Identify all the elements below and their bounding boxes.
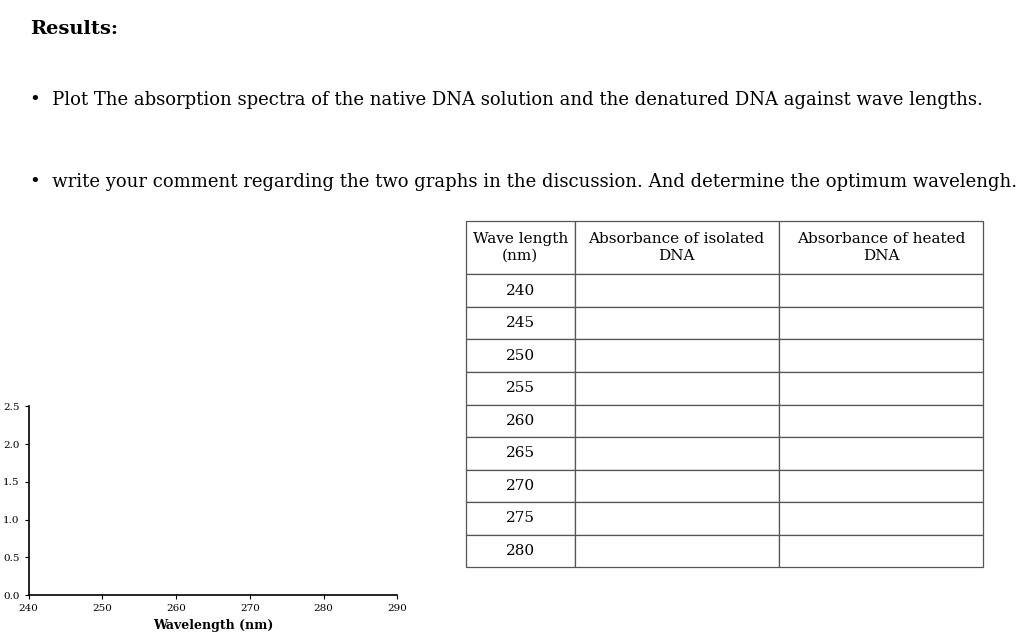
Bar bbox=[466, 307, 574, 339]
Bar bbox=[779, 470, 983, 502]
Text: 240: 240 bbox=[506, 284, 535, 298]
Bar bbox=[779, 437, 983, 470]
Text: 280: 280 bbox=[506, 544, 535, 558]
Text: •  Plot The absorption spectra of the native DNA solution and the denatured DNA : • Plot The absorption spectra of the nat… bbox=[30, 91, 983, 109]
Text: Wave length
(nm): Wave length (nm) bbox=[473, 232, 568, 262]
Text: 260: 260 bbox=[506, 414, 535, 428]
Bar bbox=[779, 372, 983, 404]
Bar bbox=[574, 502, 779, 534]
Bar bbox=[779, 404, 983, 437]
Text: 265: 265 bbox=[506, 446, 535, 460]
Text: 250: 250 bbox=[506, 349, 535, 363]
Bar bbox=[574, 404, 779, 437]
Bar bbox=[574, 339, 779, 372]
X-axis label: Wavelength (nm): Wavelength (nm) bbox=[153, 619, 273, 632]
Text: 270: 270 bbox=[506, 479, 535, 493]
Text: 245: 245 bbox=[506, 316, 535, 330]
Bar bbox=[779, 502, 983, 534]
Bar bbox=[779, 275, 983, 307]
Text: Absorbance of heated
DNA: Absorbance of heated DNA bbox=[797, 232, 965, 262]
Bar bbox=[574, 307, 779, 339]
Text: •  write your comment regarding the two graphs in the discussion. And determine : • write your comment regarding the two g… bbox=[30, 173, 1017, 191]
Bar bbox=[574, 275, 779, 307]
Bar bbox=[466, 470, 574, 502]
Text: Absorbance of isolated
DNA: Absorbance of isolated DNA bbox=[589, 232, 765, 262]
Bar bbox=[466, 534, 574, 567]
Bar bbox=[466, 275, 574, 307]
Text: Results:: Results: bbox=[30, 20, 118, 38]
Bar bbox=[466, 372, 574, 404]
Text: 275: 275 bbox=[506, 511, 535, 525]
Bar bbox=[779, 307, 983, 339]
Bar bbox=[466, 221, 574, 275]
Bar bbox=[574, 372, 779, 404]
Bar bbox=[574, 470, 779, 502]
Bar bbox=[779, 221, 983, 275]
Bar bbox=[466, 339, 574, 372]
Bar bbox=[466, 404, 574, 437]
Bar bbox=[779, 534, 983, 567]
Bar bbox=[574, 437, 779, 470]
Bar bbox=[574, 534, 779, 567]
Bar bbox=[466, 437, 574, 470]
Text: 255: 255 bbox=[506, 381, 535, 396]
Bar bbox=[779, 339, 983, 372]
Bar bbox=[466, 502, 574, 534]
Bar bbox=[574, 221, 779, 275]
